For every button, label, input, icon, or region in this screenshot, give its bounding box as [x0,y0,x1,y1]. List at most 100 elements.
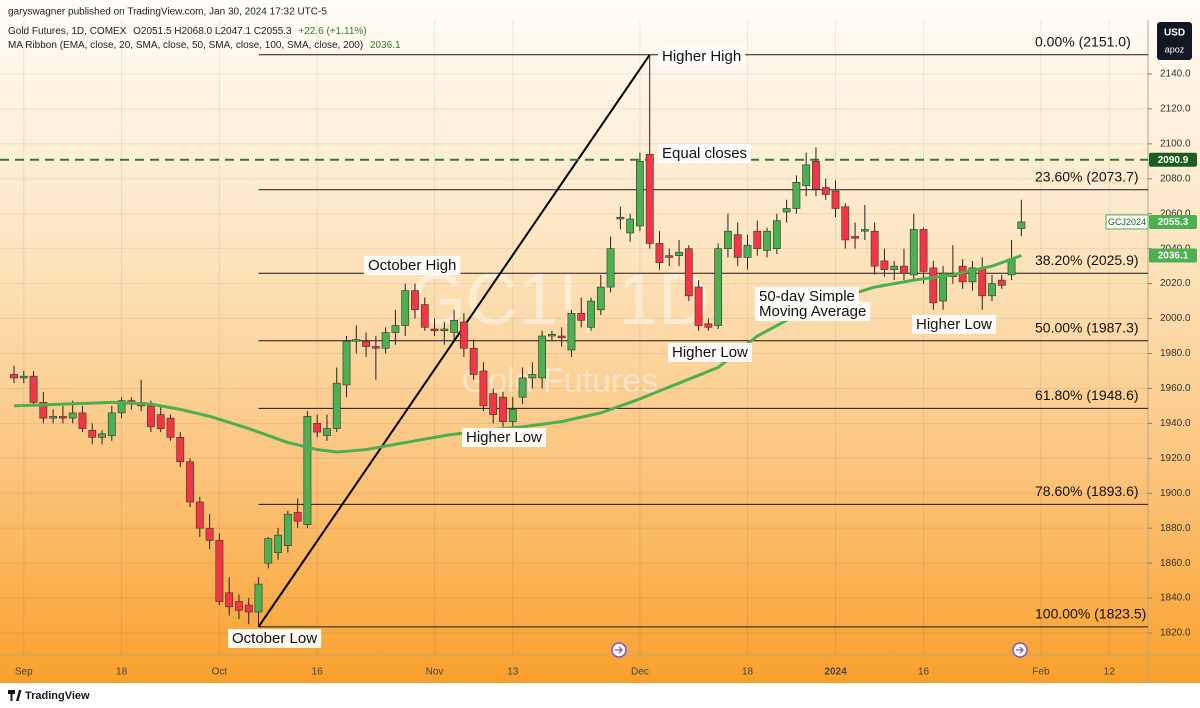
candle-body [743,244,752,258]
candle-body [98,433,106,438]
fib-level-label: 0.00% (2151.0) [1035,33,1131,49]
candle [919,227,928,284]
candle-body [420,304,429,328]
candle [645,54,654,249]
line-price-tag: 2090.9 [1149,152,1197,167]
candle [763,227,771,258]
candle [567,309,576,357]
candle-body [264,538,273,564]
event-icon[interactable] [1012,642,1028,658]
candle-body [900,265,908,274]
annotation-text: Moving Average [759,303,866,320]
unit: apoz [1165,44,1185,54]
candle [547,330,556,342]
candle [283,510,292,553]
candle-body [1017,221,1026,229]
overlay: 0.00% (2151.0) 23.60% (2073.7) 38.20% (202… [228,33,1146,648]
candle [929,260,938,310]
candle-body [117,400,126,414]
candle [655,231,664,270]
background [0,0,1200,683]
annotation: Higher Low [912,314,997,334]
fib-level-label: 78.60% (1893.6) [1035,483,1139,499]
candle [381,327,390,354]
candle [508,397,517,431]
x-tick-label: Dec [631,667,649,678]
candle-body [58,416,67,419]
last-price-tag-box [1149,214,1197,229]
brand-name[interactable]: TradingView [25,690,90,702]
candle-body [332,382,341,429]
candle-body [782,208,791,213]
x-tick-label: 18 [742,667,754,678]
candle [469,339,478,380]
fib-level-label: 50.00% (1987.3) [1035,319,1139,335]
candle [303,411,312,529]
x-tick-label: Sep [15,667,33,678]
grid [0,20,1148,655]
x-tick-label: 2024 [824,667,847,678]
candle [186,458,194,508]
candle [411,283,419,319]
candle [176,432,185,468]
candle [851,222,859,249]
annotation-text: October High [368,257,456,274]
candle-body [313,423,322,433]
candle-body [244,604,253,613]
candle [900,248,908,281]
annotation-text-box [755,286,859,306]
candle-body [880,260,889,270]
candle-body [596,286,605,311]
candle [890,260,899,281]
last-price-symbol-label: GCJ2024 [1108,217,1146,227]
fib-level-label: 100.00% (1823.5) [1035,606,1146,622]
candle [254,577,263,627]
candle [870,222,879,275]
candle-body [283,513,292,546]
y-tick-label: 1920.0 [1160,453,1191,464]
axes: 1820.0 1840.0 1860.0 1880.0 1900.0 1920.0 1940… [15,69,1197,678]
annotation-text-box [668,342,753,362]
candle-body [176,437,185,463]
x-tick-label: 16 [312,667,324,678]
candle-body [450,319,458,333]
brand[interactable]: TradingView [8,690,90,702]
annotation-text: October Low [232,630,317,647]
y-tick-label: 1840.0 [1160,593,1191,604]
candle [587,297,595,331]
candle [107,405,116,441]
candle [518,367,527,405]
candle [244,598,253,625]
candle [156,405,165,433]
currency-box[interactable] [1157,22,1192,60]
candle-body [792,181,801,209]
candle [596,274,605,316]
trend-line [257,54,651,628]
candle [675,239,683,267]
fib-level-label: 23.60% (2073.7) [1035,169,1139,185]
candle-body [411,290,419,311]
candle-body [499,396,507,422]
candle-body [68,412,77,419]
candle-body [890,265,899,270]
candle [440,322,449,345]
candle [988,274,996,302]
candle [538,330,547,389]
candle-body [274,534,282,553]
publisher-line: garyswagner published on TradingView.com… [8,7,327,18]
candle [117,397,126,419]
x-tick-label: 12 [1104,667,1116,678]
candle [195,496,204,537]
candle [401,283,410,337]
candle-body [860,229,869,232]
candle-body [655,243,664,263]
y-tick-label: 1940.0 [1160,418,1191,429]
candle [479,362,488,412]
candle [205,514,214,550]
fib-level-label: 38.20% (2025.9) [1035,252,1139,268]
event-icon[interactable] [611,642,627,658]
candle [968,260,977,291]
x-tick-label: Feb [1032,667,1050,678]
